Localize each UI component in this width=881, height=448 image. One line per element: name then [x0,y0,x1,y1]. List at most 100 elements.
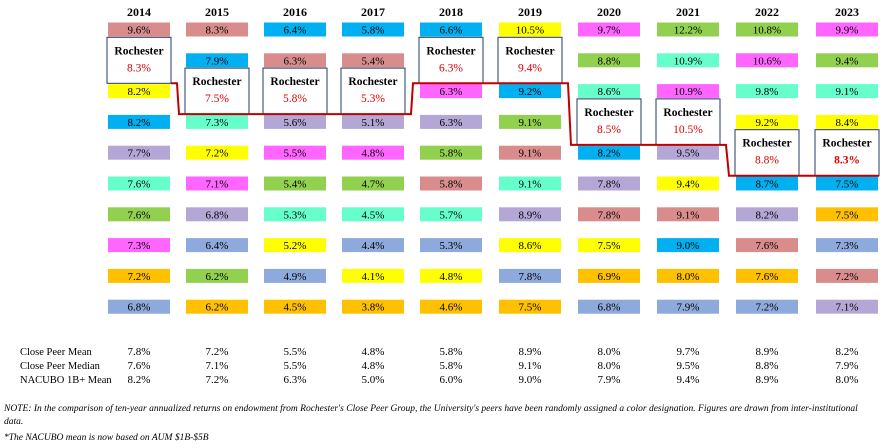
peer-cell-value: 5.2% [284,240,307,252]
peer-cell-fill [342,299,404,314]
year-label-2022: 2022 [755,5,779,19]
peer-cell-fill [186,145,248,160]
peer-cell-value: 7.3% [206,117,229,129]
peer-cell: 6.8% [186,207,248,222]
peer-cell-value: 7.5% [836,179,859,191]
stat-value: 8.0% [836,374,859,386]
peer-cell-value: 6.8% [598,302,621,314]
rochester-name: Rochester [192,76,241,88]
rochester-box-frame [655,98,721,146]
peer-cell: 9.6% [108,22,170,37]
peer-cell-fill [108,114,170,129]
peer-cell-fill [264,207,326,222]
rochester-box-frame [340,67,406,115]
stat-value: 7.9% [598,374,621,386]
peer-cell-value: 4.8% [440,271,463,283]
peer-cell-fill [736,22,798,37]
peer-cell: 3.8% [342,299,404,314]
year-label-2014: 2014 [127,5,151,19]
peer-cell-fill [578,207,640,222]
peer-cell-fill [342,207,404,222]
peer-cell: 5.3% [264,207,326,222]
peer-cell-fill [578,176,640,191]
rochester-value: 8.5% [597,124,621,136]
peer-cell-fill [657,53,719,68]
peer-cell: 7.5% [816,207,878,222]
peer-cell-fill [108,145,170,160]
peer-cell-fill [342,268,404,283]
peer-cell-value: 7.9% [677,302,700,314]
peer-cell-fill [499,207,561,222]
peer-cell-value: 5.3% [440,240,463,252]
rochester-value: 10.5% [673,124,703,136]
peer-cell-value: 9.6% [128,25,151,37]
peer-cell-value: 7.2% [836,271,859,283]
stat-label-1: Close Peer Median [20,361,101,372]
peer-cell-value: 7.3% [128,240,151,252]
rochester-name: Rochester [348,76,397,88]
rochester-value: 9.4% [518,62,542,74]
year-label-2023: 2023 [835,5,859,19]
peer-cell: 4.5% [264,299,326,314]
rochester-value: 8.3% [834,155,860,167]
peer-cell: 7.9% [186,53,248,68]
peer-cell: 9.2% [736,114,798,129]
peer-cell-fill [108,176,170,191]
rochester-name: Rochester [663,107,712,119]
peer-cell: 5.4% [342,53,404,68]
peer-cell-value: 7.8% [598,179,621,191]
peer-cell-fill [108,299,170,314]
stat-value: 8.9% [756,346,779,358]
peer-cell: 6.3% [264,53,326,68]
peer-cell-fill [816,22,878,37]
peer-cell-fill [578,84,640,99]
peer-cell: 5.5% [264,145,326,160]
rochester-box-frame [576,98,642,146]
peer-cell: 7.1% [816,299,878,314]
peer-cell-value: 7.1% [836,302,859,314]
peer-cell-value: 5.6% [284,117,307,129]
peer-cell: 8.9% [499,207,561,222]
peer-cell-value: 9.1% [677,209,700,221]
peer-cell-fill [420,114,482,129]
peer-cell-value: 7.6% [128,179,151,191]
peer-cell-fill [186,53,248,68]
peer-cell: 5.8% [420,176,482,191]
peer-cell: 10.8% [736,22,798,37]
peer-cell-fill [264,299,326,314]
peer-cell-fill [186,22,248,37]
peer-cell: 12.2% [657,22,719,37]
rochester-box-2020: Rochester 8.5% [576,98,642,146]
peer-cell-value: 10.9% [674,55,702,67]
peer-cell-fill [816,84,878,99]
peer-cell-value: 7.6% [128,209,151,221]
peer-cell-value: 8.9% [519,209,542,221]
peer-cell: 4.8% [420,268,482,283]
peer-cell: 7.2% [816,268,878,283]
stat-value: 9.0% [519,374,542,386]
peer-cell-fill [657,176,719,191]
peer-cell-fill [578,238,640,253]
peer-cell-value: 7.1% [206,179,229,191]
peer-cell-value: 5.1% [362,117,385,129]
rochester-name: Rochester [114,45,163,57]
rochester-box-frame [262,67,328,115]
peer-cell: 9.1% [499,114,561,129]
peer-cell: 9.1% [499,176,561,191]
peer-cell-fill [499,114,561,129]
peer-cell-fill [264,176,326,191]
stat-value: 8.2% [836,346,859,358]
year-label-2015: 2015 [205,5,229,19]
peer-cell-value: 8.0% [677,271,700,283]
peer-cell-value: 9.4% [836,55,859,67]
rochester-name: Rochester [584,107,633,119]
peer-cell: 6.4% [186,238,248,253]
year-label-2020: 2020 [597,5,621,19]
rochester-box-2023: Rochester 8.3% [814,129,880,177]
rochester-value: 8.8% [755,155,779,167]
rochester-name: Rochester [822,138,871,150]
peer-cell-value: 4.6% [440,302,463,314]
peer-cell-value: 8.2% [128,86,151,98]
peer-cell: 7.8% [578,207,640,222]
stat-value: 7.2% [206,346,229,358]
